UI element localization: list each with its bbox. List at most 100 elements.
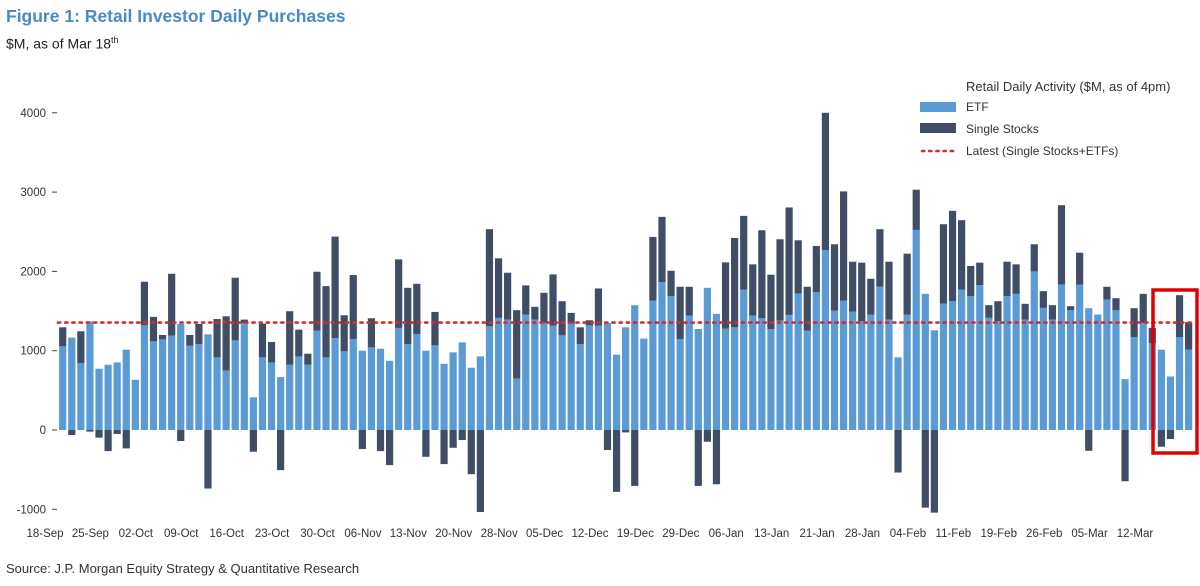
bar-etf: [540, 322, 548, 430]
bar-single-stocks: [858, 262, 866, 322]
bar-etf: [168, 335, 176, 430]
bar-etf: [222, 370, 230, 430]
bar-single-stocks: [1085, 430, 1093, 451]
bar-single-stocks: [122, 430, 130, 449]
x-tick-label: 18-Sep: [26, 528, 63, 540]
bar-single-stocks: [340, 315, 348, 352]
bar-single-stocks: [994, 301, 1002, 322]
bar-etf: [1121, 379, 1129, 430]
bar-single-stocks: [585, 320, 593, 326]
bar-single-stocks: [195, 323, 203, 345]
x-tick-label: 06-Jan: [709, 528, 744, 540]
bar-etf: [749, 315, 757, 430]
bar-single-stocks: [740, 215, 748, 290]
bar-single-stocks: [1076, 252, 1084, 285]
bar-single-stocks: [1103, 286, 1111, 300]
bar-etf: [776, 320, 784, 430]
bar-single-stocks: [594, 288, 603, 326]
legend: Retail Daily Activity ($M, as of 4pm) ET…: [920, 79, 1170, 158]
bar-etf: [358, 350, 366, 430]
bar-etf: [649, 300, 657, 430]
legend-title: Retail Daily Activity ($M, as of 4pm): [966, 79, 1170, 94]
bar-etf: [849, 311, 857, 430]
bar-single-stocks: [494, 258, 503, 318]
bar-etf: [513, 378, 521, 430]
x-tick-label: 19-Dec: [617, 528, 654, 540]
x-tick-label: 29-Dec: [662, 528, 699, 540]
x-tick-label: 28-Jan: [845, 528, 880, 540]
bar-etf: [177, 323, 185, 430]
bar-etf: [830, 310, 839, 430]
x-tick-label: 06-Nov: [344, 528, 381, 540]
bar-single-stocks: [1066, 306, 1075, 311]
bar-etf: [712, 313, 721, 430]
bar-single-stocks: [531, 306, 539, 320]
bar-single-stocks: [667, 270, 675, 297]
bar-single-stocks: [622, 430, 630, 433]
bar-etf: [494, 317, 503, 430]
bar-single-stocks: [1048, 305, 1057, 320]
bar-etf: [395, 327, 403, 430]
bar-single-stocks: [803, 286, 811, 331]
bar-single-stocks: [567, 312, 575, 324]
bar-single-stocks: [404, 287, 412, 345]
bar-single-stocks: [458, 430, 466, 441]
bar-etf: [113, 362, 121, 430]
bar-etf: [140, 325, 149, 430]
bar-single-stocks: [1039, 291, 1047, 308]
bar-etf: [422, 350, 430, 430]
bar-etf: [77, 362, 85, 430]
bar-single-stocks: [1157, 430, 1165, 447]
legend-swatch-single-stocks: [920, 123, 956, 133]
bar-single-stocks: [885, 261, 893, 320]
bar-single-stocks: [558, 301, 566, 336]
bar-etf: [476, 356, 484, 430]
bar-etf: [1039, 307, 1047, 430]
bar-etf: [1103, 299, 1111, 430]
bar-single-stocks: [522, 285, 530, 315]
bar-single-stocks: [222, 316, 230, 371]
bar-etf: [985, 317, 993, 430]
bar-single-stocks: [849, 261, 857, 312]
bar-single-stocks: [213, 318, 221, 358]
bar-single-stocks: [104, 430, 112, 452]
bar-single-stocks: [467, 430, 475, 475]
bar-etf: [1130, 336, 1138, 430]
bar-single-stocks: [258, 323, 267, 358]
bar-etf: [1157, 349, 1165, 430]
bar-etf: [467, 367, 475, 430]
bar-single-stocks: [158, 334, 167, 340]
bar-etf: [349, 338, 357, 430]
bar-etf: [286, 364, 294, 430]
bar-etf: [322, 357, 330, 430]
bar-etf: [1021, 319, 1029, 430]
bar-single-stocks: [1030, 244, 1038, 272]
bar-single-stocks: [186, 334, 194, 346]
x-tick-label: 12-Mar: [1117, 528, 1154, 540]
x-tick-label: 13-Jan: [754, 528, 789, 540]
bar-single-stocks: [485, 229, 494, 327]
bar-single-stocks: [113, 430, 121, 434]
bar-etf: [821, 249, 830, 430]
bar-single-stocks: [976, 262, 984, 286]
bar-single-stocks: [313, 271, 321, 331]
bar-etf: [703, 287, 711, 430]
bar-single-stocks: [358, 430, 366, 450]
bar-etf: [948, 301, 957, 430]
bar-etf: [158, 339, 167, 430]
bar-etf: [240, 322, 248, 430]
bar-etf: [1112, 310, 1120, 430]
bar-single-stocks: [431, 311, 439, 346]
bar-single-stocks: [168, 273, 176, 336]
bar-etf: [277, 377, 285, 430]
bar-single-stocks: [549, 274, 557, 326]
bar-single-stocks: [249, 430, 257, 452]
bar-single-stocks: [1057, 205, 1066, 285]
bar-single-stocks: [413, 283, 421, 334]
bar-etf: [1048, 319, 1057, 430]
y-axis: 4000 3000 2000 1000 0 -1000: [17, 108, 57, 516]
bar-single-stocks: [1121, 430, 1129, 482]
bar-etf: [449, 352, 457, 430]
bar-etf: [939, 303, 948, 430]
